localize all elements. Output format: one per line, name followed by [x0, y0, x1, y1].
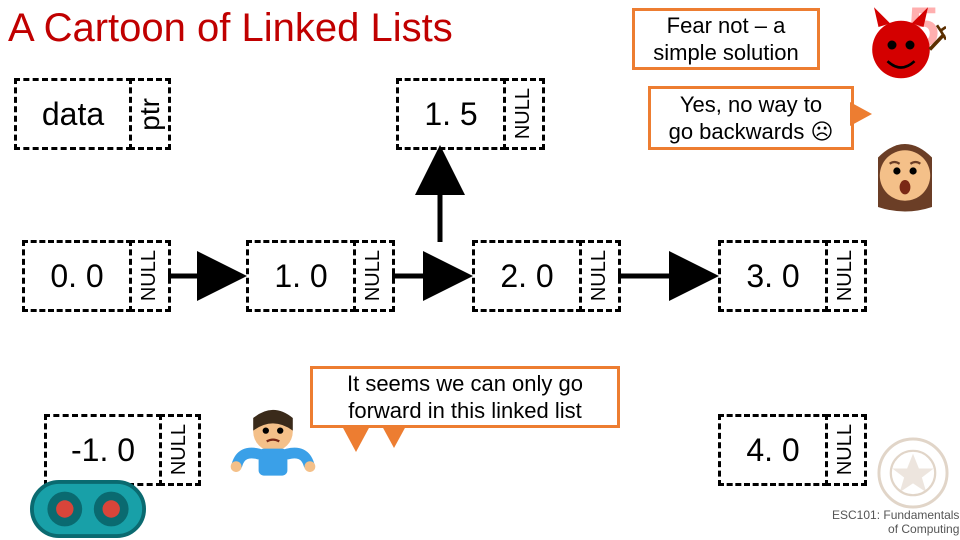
cell-label: NULL [588, 250, 611, 301]
cell-ptr: NULL [353, 240, 395, 312]
cell-ptr: NULL [503, 78, 545, 150]
cell-label: 4. 0 [746, 432, 799, 469]
node-2-0: 2. 0 NULL [472, 240, 621, 312]
cell-label: NULL [168, 424, 191, 475]
callout-fear-not: Fear not – a simple solution [632, 8, 820, 70]
cell-data: 1. 0 [246, 240, 356, 312]
cell-data: 1. 5 [396, 78, 506, 150]
cell-data: -1. 0 [44, 414, 162, 486]
slide-title: A Cartoon of Linked Lists [8, 6, 453, 51]
robot-eyes-icon [30, 480, 146, 538]
cell-label: -1. 0 [71, 432, 135, 469]
cell-data: 2. 0 [472, 240, 582, 312]
cell-ptr: NULL [129, 240, 171, 312]
callout-only-forward: It seems we can only go forward in this … [310, 366, 620, 428]
cell-ptr: NULL [825, 240, 867, 312]
slide-footer: ESC101: Fundamentals of Computing [832, 508, 959, 537]
shrug-person-icon [228, 400, 318, 490]
cell-label: 3. 0 [746, 258, 799, 295]
cell-ptr: NULL [579, 240, 621, 312]
cell-label: ptr [134, 98, 166, 131]
callout-text: Yes, no way to go backwards ☹ [669, 91, 834, 146]
callout-text: Fear not – a simple solution [653, 12, 799, 67]
callout-tail [850, 102, 872, 126]
cell-ptr: ptr [129, 78, 171, 150]
callout-text: It seems we can only go forward in this … [347, 370, 583, 425]
node-3-0: 3. 0 NULL [718, 240, 867, 312]
cell-label: 0. 0 [50, 258, 103, 295]
cell-label: NULL [362, 250, 385, 301]
node-legend: data ptr [14, 78, 171, 150]
footer-line: of Computing [832, 522, 959, 536]
node-1-0: 1. 0 NULL [246, 240, 395, 312]
cell-label: data [42, 96, 104, 133]
institute-seal-icon [876, 436, 950, 510]
node-neg-1-0: -1. 0 NULL [44, 414, 201, 486]
worried-face-icon [860, 126, 950, 216]
devil-icon [856, 0, 946, 90]
cell-data: data [14, 78, 132, 150]
node-1-5: 1. 5 NULL [396, 78, 545, 150]
callout-no-backwards: Yes, no way to go backwards ☹ [648, 86, 854, 150]
cell-label: NULL [138, 250, 161, 301]
cell-label: 2. 0 [500, 258, 553, 295]
cell-data: 4. 0 [718, 414, 828, 486]
cell-data: 0. 0 [22, 240, 132, 312]
cell-label: NULL [512, 88, 535, 139]
cell-label: NULL [834, 250, 857, 301]
node-4-0: 4. 0 NULL [718, 414, 867, 486]
cell-ptr: NULL [825, 414, 867, 486]
callout-tail [342, 426, 370, 452]
cell-ptr: NULL [159, 414, 201, 486]
cell-label: 1. 5 [424, 96, 477, 133]
callout-tail [382, 426, 406, 448]
cell-label: 1. 0 [274, 258, 327, 295]
footer-line: ESC101: Fundamentals [832, 508, 959, 522]
cell-data: 3. 0 [718, 240, 828, 312]
cell-label: NULL [834, 424, 857, 475]
node-0-0: 0. 0 NULL [22, 240, 171, 312]
